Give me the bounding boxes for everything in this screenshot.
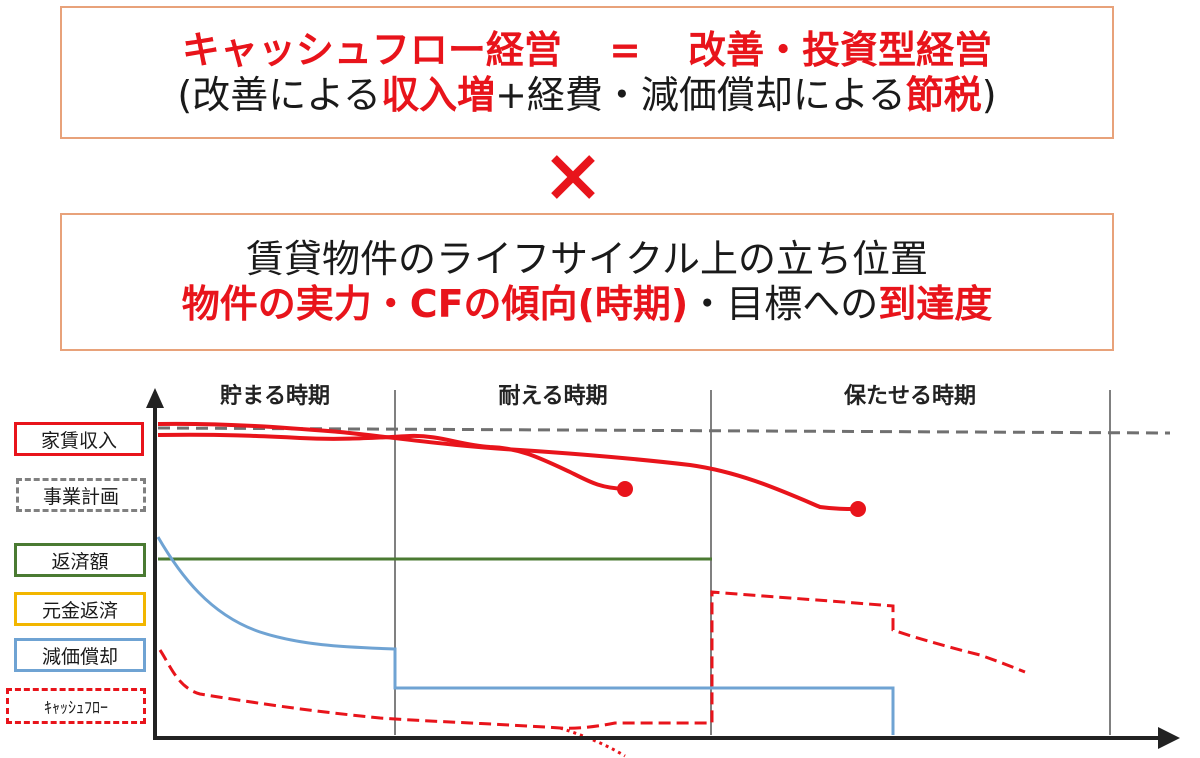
panel-line-4: 物件の実力・CFの傾向(時期)・目標への到達度 <box>182 282 993 327</box>
header-line2-part0: (改善による <box>177 72 382 117</box>
legend-repayment-label: 返済額 <box>51 550 109 573</box>
cashflow-dotted-tail <box>559 726 626 758</box>
header-improvement-investment: 改善・投資型経営 <box>688 27 993 72</box>
rent-income-curve-1 <box>157 432 626 491</box>
goal-text: ・目標への <box>688 282 879 326</box>
period-endure: 耐える時期 <box>498 384 607 409</box>
position-box: 賃貸物件のライフサイクル上の立ち位置 物件の実力・CFの傾向(時期)・目標への到… <box>60 213 1114 351</box>
property-strength-text: 物件の実力・CFの傾向(時期) <box>181 282 689 326</box>
legend-principal-label: 元金返済 <box>41 599 118 622</box>
rent-income-curve-2 <box>157 421 859 511</box>
lifecycle-position-text: 賃貸物件のライフサイクル上の立ち位置 <box>245 237 929 282</box>
rent-income-end-2 <box>850 501 866 517</box>
business-plan-line <box>157 426 1171 435</box>
legend-depreciation: 減価償却 <box>14 638 146 672</box>
header-equals: = <box>609 27 641 72</box>
header-line2-part4: ) <box>981 72 997 117</box>
achievement-text: 到達度 <box>878 282 993 326</box>
legend-cashflow-label: ｷｬｯｼｭﾌﾛｰ <box>43 698 108 717</box>
legend-business-plan-label: 事業計画 <box>42 485 119 508</box>
header-income-increase: 収入増 <box>381 72 496 117</box>
header-box: キャッシュフロー経営 = 改善・投資型経営 (改善による収入増+経費・減価償却に… <box>60 6 1114 139</box>
header-tax-saving: 節税 <box>905 72 982 117</box>
header-line-2: (改善による収入増+経費・減価償却による節税) <box>177 73 996 118</box>
legend-principal: 元金返済 <box>14 592 146 626</box>
multiply-icon <box>551 155 595 199</box>
depreciation-line <box>156 536 895 735</box>
cashflow-line <box>158 590 1026 730</box>
lifecycle-chart: 貯まる時期 耐える時期 保たせる時期 <box>146 383 1180 758</box>
x-axis-arrow-icon <box>1158 727 1180 749</box>
period-accumulate: 貯まる時期 <box>220 383 330 409</box>
header-cashflow-management: キャッシュフロー経営 <box>181 27 562 72</box>
header-line-1: キャッシュフロー経営 = 改善・投資型経営 <box>182 28 992 73</box>
legend-rent-income: 家賃収入 <box>14 422 144 456</box>
rent-income-end-1 <box>617 481 633 497</box>
legend-depreciation-label: 減価償却 <box>41 645 118 668</box>
legend-repayment: 返済額 <box>14 543 146 577</box>
legend-cashflow: ｷｬｯｼｭﾌﾛｰ <box>6 688 146 724</box>
period-sustain: 保たせる時期 <box>843 384 976 409</box>
legend-business-plan: 事業計画 <box>16 478 146 512</box>
header-line2-part2: +経費・減価償却による <box>495 72 906 117</box>
legend-rent-income-label: 家賃収入 <box>40 429 117 452</box>
y-axis-arrow-icon <box>146 388 164 408</box>
